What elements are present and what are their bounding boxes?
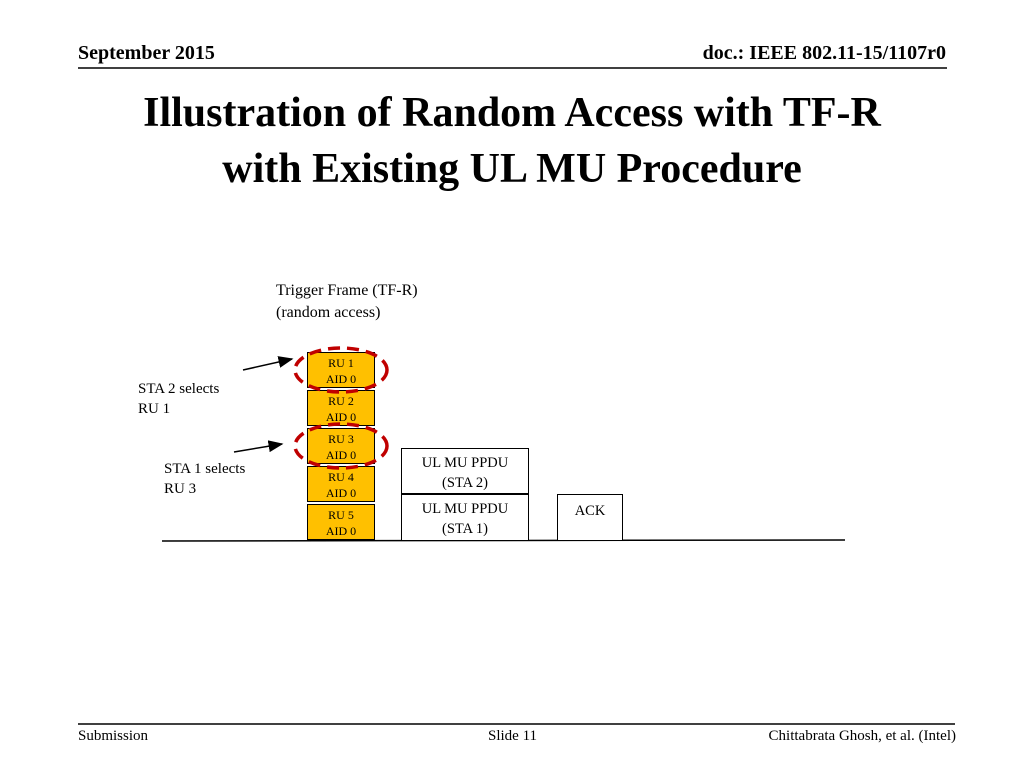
sta2-note-line2: RU 1 (138, 401, 171, 417)
ru-label: RU 1 (328, 356, 354, 370)
aid-label: AID 0 (325, 372, 357, 386)
trigger-frame-label: Trigger Frame (TF-R) (random access) (276, 280, 418, 324)
slide-title-line1: Illustration of Random Access with TF-R (143, 90, 881, 136)
ppdu-sta1-line1: UL MU PPDU (421, 501, 509, 517)
header-doc-id: doc.: IEEE 802.11-15/1107r0 (702, 42, 946, 64)
ul-mu-ppdu-sta2: UL MU PPDU (STA 2) (401, 448, 529, 494)
aid-label: AID 0 (325, 486, 357, 500)
ru-block-3: RU 3 AID 0 (307, 428, 375, 464)
ul-mu-ppdu-sta1: UL MU PPDU (STA 1) (401, 494, 529, 541)
footer-slide-number: Slide 11 (488, 728, 538, 744)
footer-submission: Submission (78, 728, 149, 744)
ack-frame: ACK (557, 494, 623, 541)
arrow-sta1 (233, 440, 284, 453)
sta2-note: STA 2 selects RU 1 (138, 379, 219, 419)
sta1-note-line1: STA 1 selects (164, 461, 246, 477)
ru-label: RU 5 (328, 508, 354, 522)
ru-block-2: RU 2 AID 0 (307, 390, 375, 426)
ru-block-1: RU 1 AID 0 (307, 352, 375, 388)
slide-title-line2: with Existing UL MU Procedure (222, 146, 802, 192)
ppdu-sta2-line2: (STA 2) (442, 475, 488, 491)
footer-author: Chittabrata Ghosh, et al. (Intel) (768, 728, 956, 744)
ru-label: RU 2 (328, 394, 354, 408)
trigger-frame-label-line2: (random access) (276, 304, 381, 321)
ppdu-sta1-line2: (STA 1) (442, 521, 488, 537)
slide-title: Illustration of Random Access with TF-R … (0, 85, 1024, 197)
header-date: September 2015 (78, 42, 215, 64)
aid-label: AID 0 (325, 524, 357, 538)
ru-label: RU 3 (328, 432, 354, 446)
trigger-frame-label-line1: Trigger Frame (TF-R) (276, 282, 418, 299)
sta1-note-line2: RU 3 (164, 481, 197, 497)
arrow-sta2 (242, 356, 294, 371)
ru-block-4: RU 4 AID 0 (307, 466, 375, 502)
ppdu-sta2-line1: UL MU PPDU (421, 455, 509, 471)
aid-label: AID 0 (325, 448, 357, 462)
aid-label: AID 0 (325, 410, 357, 424)
sta2-note-line1: STA 2 selects (138, 381, 220, 397)
ru-block-5: RU 5 AID 0 (307, 504, 375, 540)
sta1-note: STA 1 selects RU 3 (164, 459, 245, 499)
ru-label: RU 4 (328, 470, 354, 484)
